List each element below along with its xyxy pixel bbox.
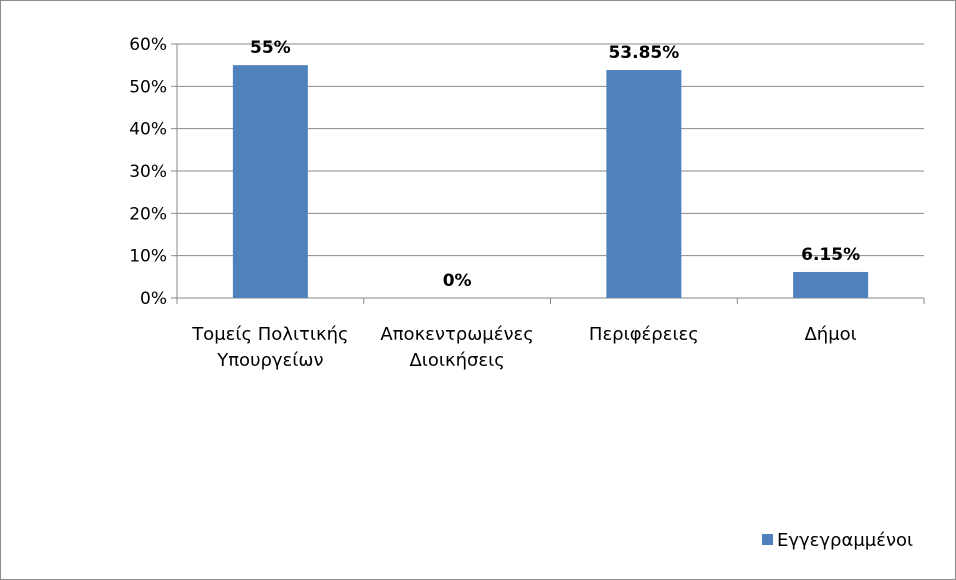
data-labels: 55% 0% 53.85% 6.15% <box>250 38 860 291</box>
category-label: Δήμοι <box>804 324 856 345</box>
x-axis-categories: Τομείς Πολιτικής Υπουργείων Αποκεντρωμένες… <box>191 324 857 371</box>
data-label: 55% <box>250 38 291 58</box>
category-label: Περιφέρειες <box>589 324 699 345</box>
y-tick-label: 60% <box>129 35 167 55</box>
category-label: Αποκεντρωμένες Διοικήσεις <box>380 324 533 371</box>
data-label: 6.15% <box>801 245 860 265</box>
y-tick-label: 50% <box>129 77 167 97</box>
y-tick-label: 20% <box>129 204 167 224</box>
bars <box>232 65 869 299</box>
data-label: 53.85% <box>608 43 679 63</box>
legend: Εγγεγραμμένοι <box>762 530 913 551</box>
y-tick-label: 40% <box>129 120 167 140</box>
bar <box>232 65 308 299</box>
category-label: Τομείς Πολιτικής Υπουργείων <box>191 324 348 371</box>
legend-label: Εγγεγραμμένοι <box>777 530 913 551</box>
legend-swatch <box>762 534 773 545</box>
bar <box>793 271 869 298</box>
data-label: 0% <box>443 271 472 291</box>
y-tick-label: 30% <box>129 162 167 182</box>
bar <box>606 70 682 298</box>
y-tick-label: 10% <box>129 247 167 267</box>
y-axis-ticks: 0% 10% 20% 30% 40% 50% 60% <box>129 35 167 309</box>
y-tick-label: 0% <box>140 289 167 309</box>
